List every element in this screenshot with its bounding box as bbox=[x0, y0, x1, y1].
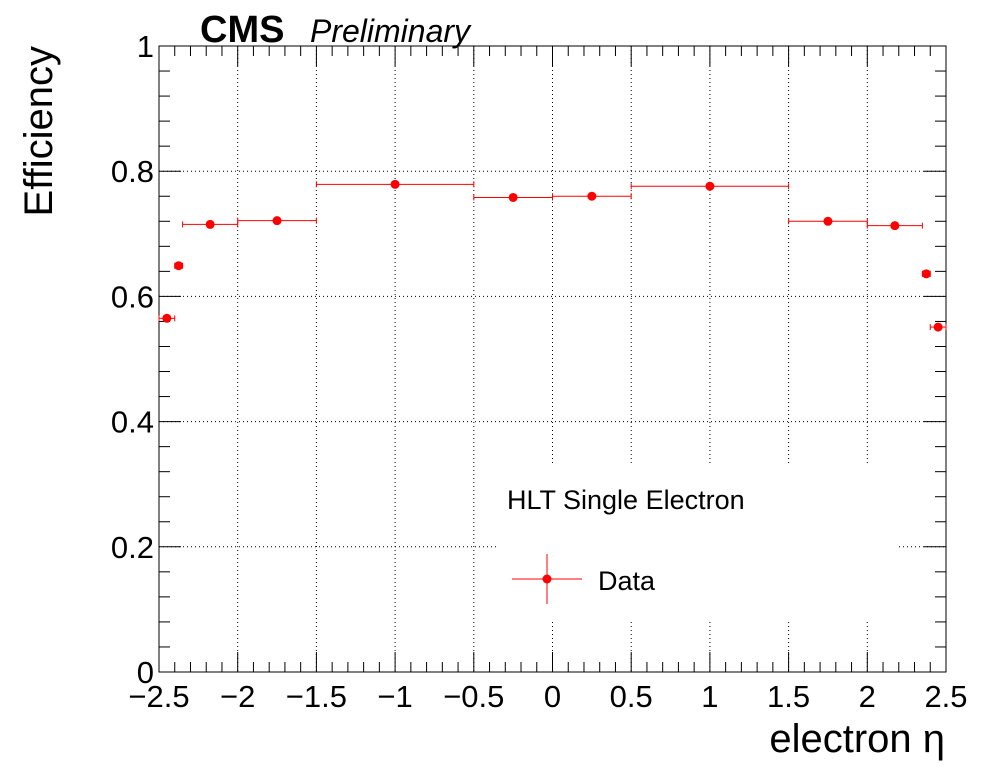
legend-label-data: Data bbox=[598, 566, 656, 596]
legend-header: HLT Single Electron bbox=[507, 485, 745, 515]
x-tick-label: −1 bbox=[377, 679, 412, 714]
data-marker bbox=[390, 179, 400, 189]
data-marker bbox=[508, 192, 518, 202]
grid-lines bbox=[159, 46, 946, 672]
data-marker bbox=[272, 216, 282, 226]
x-tick-label: −2.5 bbox=[128, 679, 189, 714]
data-point bbox=[174, 261, 184, 271]
cms-label: CMS bbox=[200, 9, 284, 51]
data-point bbox=[473, 192, 553, 202]
legend-background bbox=[497, 463, 897, 621]
legend-marker bbox=[512, 554, 582, 604]
data-marker bbox=[587, 191, 597, 201]
x-tick-label: 2.5 bbox=[924, 679, 967, 714]
data-point bbox=[921, 269, 931, 279]
y-tick-label: 0.8 bbox=[111, 154, 154, 189]
data-point bbox=[866, 221, 923, 231]
data-marker bbox=[705, 181, 715, 191]
axis-ticks bbox=[158, 45, 947, 673]
data-point bbox=[158, 313, 176, 323]
data-point bbox=[315, 179, 475, 189]
x-tick-labels: −2.5 −2 −1.5 −1 −0.5 0 0.5 1 1.5 2 2.5 bbox=[128, 679, 967, 714]
x-tick-label: −1.5 bbox=[286, 679, 347, 714]
x-axis-title: electron η bbox=[769, 717, 945, 761]
y-tick-label: 0.4 bbox=[111, 405, 154, 440]
data-points bbox=[158, 179, 947, 332]
x-tick-label: 0 bbox=[544, 679, 561, 714]
y-tick-label: 0.6 bbox=[111, 279, 154, 314]
y-tick-label: 0 bbox=[137, 655, 154, 690]
data-marker bbox=[933, 322, 943, 332]
x-tick-label: 1 bbox=[701, 679, 718, 714]
x-tick-label: 1.5 bbox=[767, 679, 810, 714]
y-tick-label: 0.2 bbox=[111, 530, 154, 565]
y-tick-labels: 0 0.2 0.4 0.6 0.8 1 bbox=[111, 29, 154, 690]
data-point bbox=[788, 216, 868, 226]
data-marker bbox=[205, 219, 215, 229]
data-point bbox=[929, 322, 947, 332]
x-tick-label: −0.5 bbox=[443, 679, 504, 714]
data-marker bbox=[890, 221, 900, 231]
x-tick-label: −2 bbox=[220, 679, 255, 714]
data-marker bbox=[921, 269, 931, 279]
legend-box bbox=[497, 463, 897, 621]
y-axis-title: Efficiency bbox=[17, 46, 61, 216]
plot-frame bbox=[158, 45, 947, 673]
data-marker bbox=[162, 313, 172, 323]
data-point bbox=[630, 181, 790, 191]
data-point bbox=[182, 219, 239, 229]
x-tick-label: 0.5 bbox=[610, 679, 653, 714]
data-point bbox=[552, 191, 632, 201]
y-tick-label: 1 bbox=[137, 29, 154, 64]
data-marker bbox=[823, 216, 833, 226]
data-point bbox=[237, 216, 317, 226]
data-marker bbox=[174, 261, 184, 271]
x-tick-label: 2 bbox=[859, 679, 876, 714]
preliminary-label: Preliminary bbox=[310, 13, 472, 49]
